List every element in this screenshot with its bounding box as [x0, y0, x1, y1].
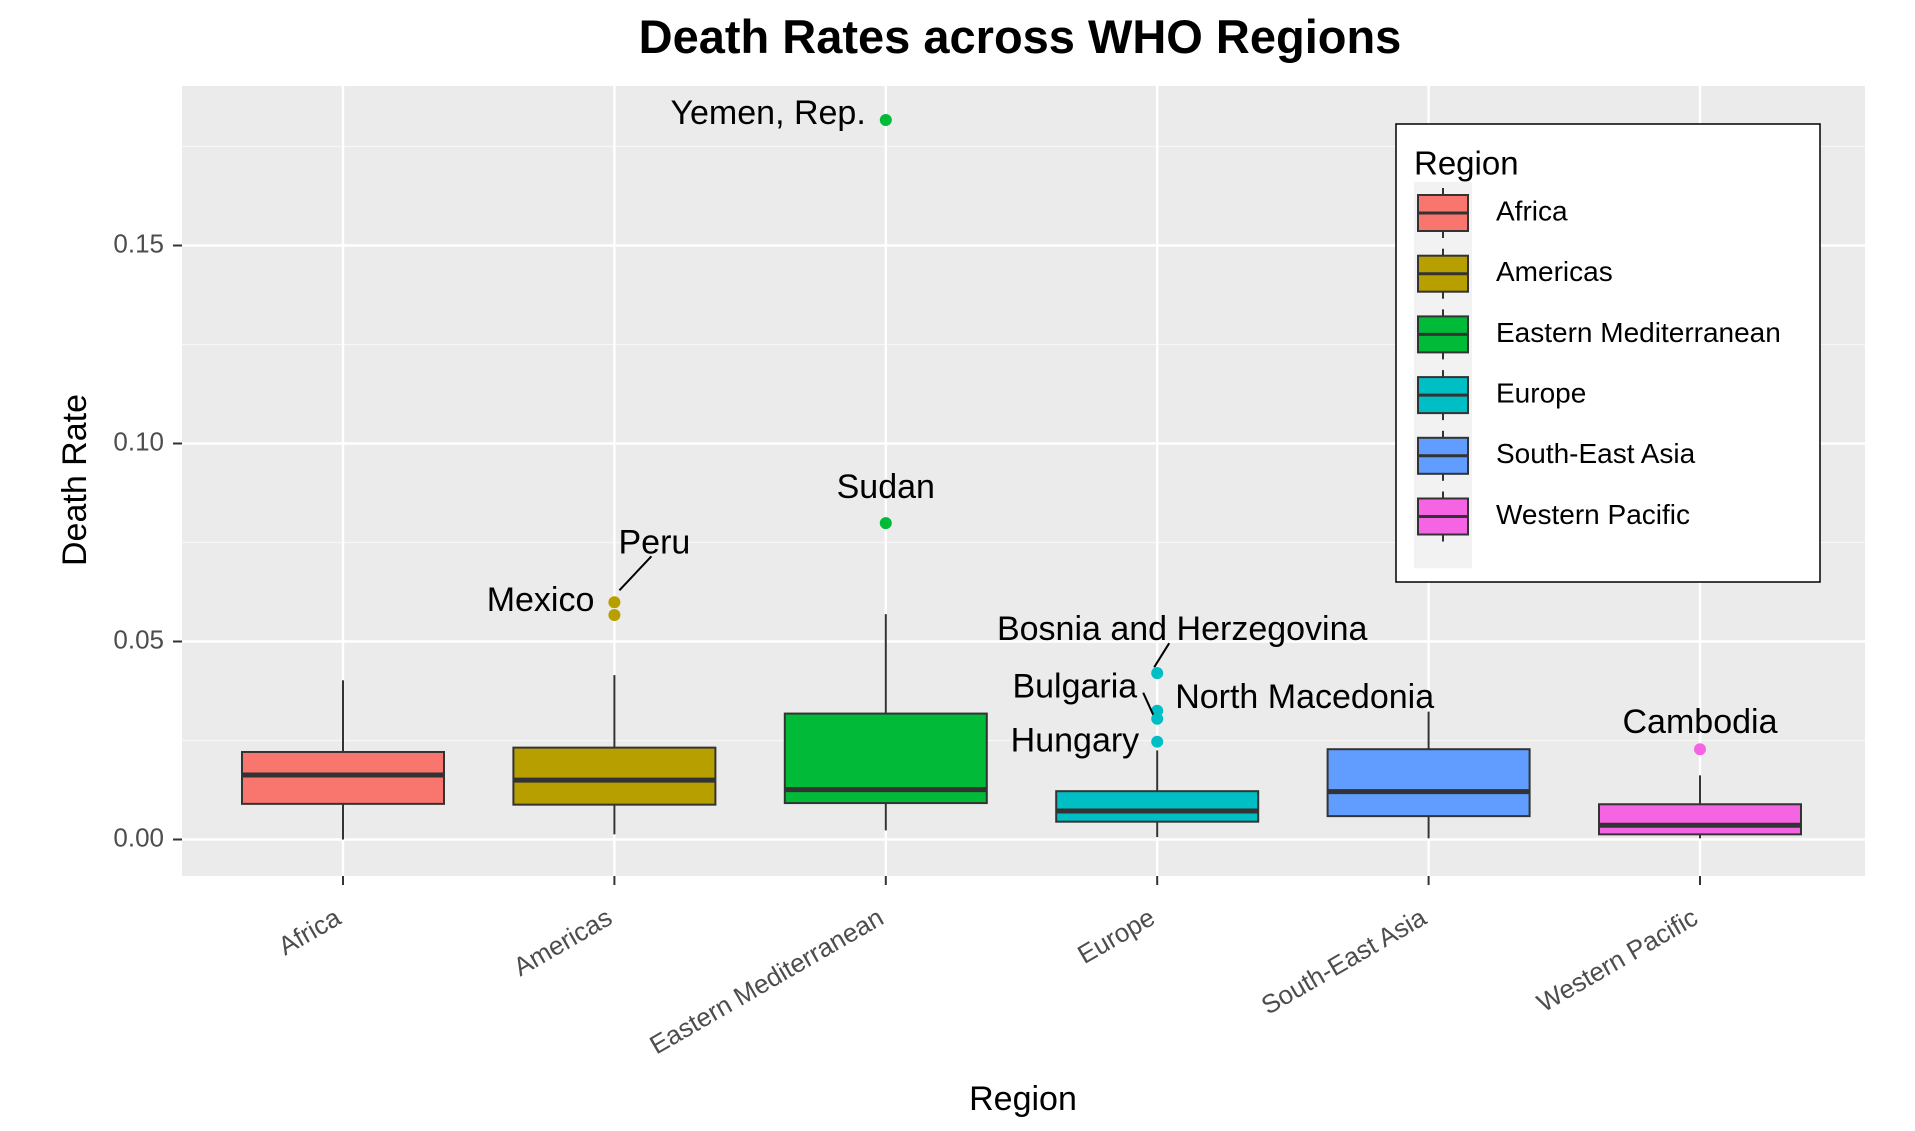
y-axis-title: Death Rate: [56, 394, 94, 566]
outlier-labels-layer: Peru Mexico Yemen, Rep. Sudan Bosnia and Her…: [487, 94, 1778, 760]
boxes-layer: [241, 113, 1802, 840]
box-body: [1598, 803, 1802, 836]
outlier-label: Cambodia: [1623, 703, 1778, 741]
y-tick-label: 0.10: [113, 426, 164, 456]
outlier-label: Hungary: [1011, 722, 1140, 760]
x-axis: Africa Americas Eastern Mediterranean Europ…: [273, 876, 1703, 1060]
outlier-point: [879, 517, 892, 530]
outlier-leader-line: [1153, 642, 1171, 668]
box-south-east-asia: [1326, 711, 1531, 839]
outlier-point: [608, 596, 621, 609]
outlier-label: Bosnia and Herzegovina: [997, 610, 1368, 648]
outlier-label: Bulgaria: [1012, 668, 1137, 706]
legend-label: Western Pacific: [1496, 499, 1690, 530]
legend-label: Europe: [1496, 377, 1586, 408]
chart-title: Death Rates across WHO Regions: [639, 10, 1402, 63]
x-tick-label: Eastern Mediterranean: [644, 902, 888, 1060]
outlier-label: Yemen, Rep.: [670, 94, 865, 132]
x-axis-title: Region: [969, 1080, 1077, 1118]
legend-label: Eastern Mediterranean: [1496, 317, 1781, 348]
x-tick-label: Europe: [1072, 902, 1160, 970]
legend-item: Western Pacific: [1417, 491, 1690, 542]
legend-title: Region: [1414, 145, 1519, 182]
x-tick-label: Americas: [508, 902, 617, 982]
legend-item: Europe: [1417, 370, 1586, 421]
outlier-label: Mexico: [487, 581, 595, 619]
outlier-point: [1151, 667, 1164, 680]
legend-label: Americas: [1496, 256, 1613, 287]
box-eastern-mediterranean: [783, 113, 988, 831]
box-europe: [1055, 667, 1260, 838]
outlier-label: Peru: [618, 523, 690, 561]
legend-item: South-East Asia: [1417, 430, 1696, 481]
outlier-point: [608, 608, 621, 621]
legend: Region Africa Americas Eastern Mediterranea…: [1395, 123, 1821, 583]
y-tick-label: 0.00: [113, 822, 164, 852]
outlier-point: [1151, 712, 1164, 725]
outlier-label: North Macedonia: [1175, 678, 1434, 716]
legend-label: South-East Asia: [1496, 438, 1696, 469]
x-tick-label: South-East Asia: [1256, 902, 1432, 1021]
legend-item: Africa: [1417, 188, 1568, 238]
y-tick-label: 0.05: [113, 624, 164, 654]
x-tick-label: Western Pacific: [1532, 902, 1703, 1018]
box-body: [241, 750, 445, 805]
box-americas: [512, 596, 717, 835]
box-body: [1055, 790, 1260, 823]
box-western-pacific: [1598, 743, 1802, 839]
box-africa: [241, 680, 445, 840]
box-body: [512, 746, 717, 806]
y-tick-label: 0.15: [113, 228, 164, 258]
outlier-leader-line: [1142, 692, 1155, 716]
outlier-point: [1694, 743, 1706, 756]
y-axis: 0.00 0.05 0.10 0.15: [113, 228, 182, 852]
outlier-point: [879, 113, 892, 126]
legend-label: Africa: [1496, 195, 1568, 226]
x-tick-label: Africa: [273, 902, 346, 961]
legend-item: Americas: [1417, 248, 1613, 299]
outlier-label: Sudan: [837, 468, 935, 506]
box-body: [1326, 748, 1531, 818]
outlier-point: [1151, 735, 1164, 748]
legend-item: Eastern Mediterranean: [1417, 309, 1781, 360]
outlier-leader-line: [618, 555, 653, 591]
